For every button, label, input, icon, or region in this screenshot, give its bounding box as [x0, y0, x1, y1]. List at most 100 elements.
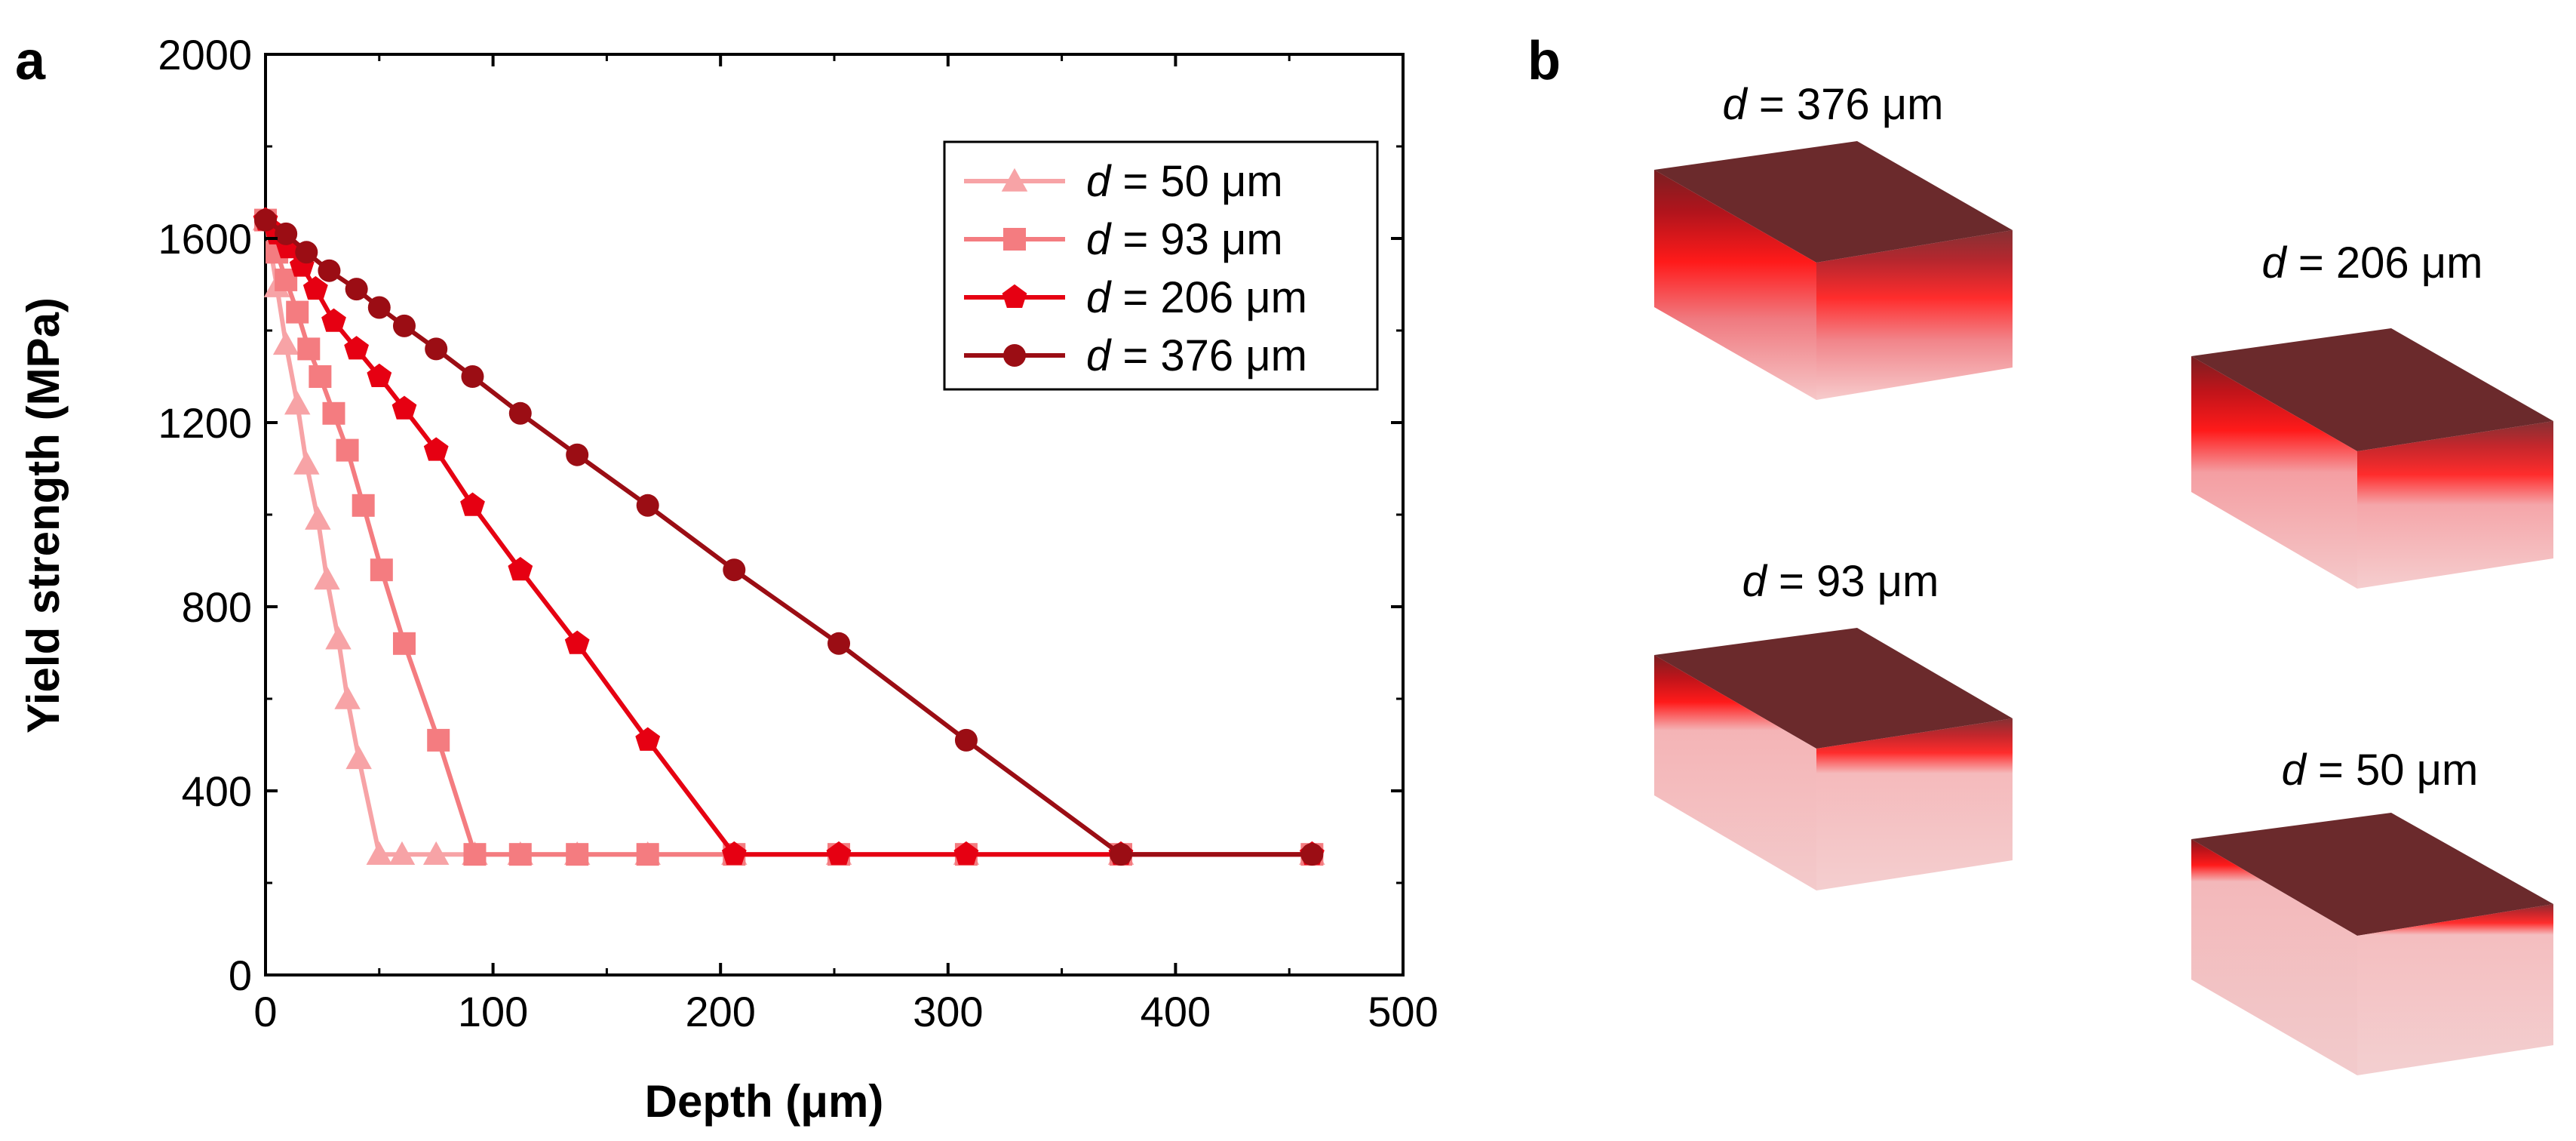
data-point [392, 314, 416, 337]
data-point [352, 494, 375, 517]
x-axis-title: Depth (μm) [645, 1076, 884, 1127]
block-top-face [1654, 141, 2013, 263]
block-50: d = 50 μm [2191, 746, 2553, 1075]
panel-b-label: b [1527, 31, 1561, 91]
block-front-face [1654, 170, 1816, 400]
data-point [314, 566, 340, 590]
data-point [284, 391, 311, 415]
data-point [427, 728, 450, 752]
data-point [275, 222, 298, 245]
block-label-50: d = 50 μm [2282, 746, 2479, 795]
block-side-face [2357, 421, 2553, 589]
data-point [566, 443, 589, 466]
legend-var: d [1086, 215, 1112, 264]
block-label-206: d = 206 μm [2262, 238, 2483, 288]
legend-label: d = 376 μm [1086, 331, 1307, 380]
x-tick-label: 0 [253, 988, 277, 1035]
legend-marker [1001, 168, 1028, 192]
block-top-face [1654, 628, 2013, 749]
legend-label: d = 206 μm [1086, 273, 1307, 322]
block-front-face [2191, 356, 2357, 589]
data-point [1300, 843, 1324, 866]
data-point [367, 296, 391, 319]
data-point [388, 841, 416, 865]
legend-var: d [1086, 331, 1112, 380]
x-tick-label: 500 [1368, 988, 1438, 1035]
x-tick-label: 400 [1141, 988, 1211, 1035]
y-tick-label: 800 [182, 583, 252, 631]
data-point [566, 843, 589, 866]
legend-value: = 206 μm [1110, 273, 1307, 322]
legend-item: d = 376 μm [964, 331, 1307, 380]
y-tick-label: 0 [229, 952, 252, 999]
data-point [635, 727, 661, 751]
data-point [272, 331, 299, 355]
legend-marker [1003, 344, 1026, 367]
data-point [305, 506, 331, 530]
data-point [370, 558, 393, 582]
x-tick-label: 200 [685, 988, 755, 1035]
data-point [297, 337, 321, 361]
data-point [345, 746, 372, 770]
block-front-face [2191, 839, 2357, 1075]
data-point [460, 492, 485, 516]
legend: d = 50 μmd = 93 μmd = 206 μmd = 376 μm [943, 140, 1379, 391]
legend-var: d [1086, 273, 1112, 322]
data-point [422, 841, 450, 865]
data-point [425, 337, 448, 361]
y-axis-title: Yield strength (MPa) [18, 297, 69, 734]
data-point [953, 841, 979, 866]
data-point [463, 843, 487, 866]
legend-marker [1002, 284, 1027, 308]
data-point [954, 728, 978, 752]
block-label-93: d = 93 μm [1742, 557, 1939, 606]
block-376: d = 376 μm [1654, 80, 2013, 400]
data-point [1110, 843, 1133, 866]
legend-value: = 376 μm [1110, 331, 1307, 380]
block-93: d = 93 μm [1654, 557, 2013, 890]
data-point [721, 841, 747, 866]
data-point [392, 632, 416, 655]
y-tick-label: 1200 [158, 399, 252, 447]
legend-var: d [1086, 157, 1112, 206]
data-point [302, 275, 328, 300]
data-point [325, 626, 352, 650]
data-point [508, 843, 532, 866]
data-point [827, 632, 851, 655]
data-point [564, 630, 590, 654]
block-front-face [1654, 655, 1816, 890]
data-point [345, 278, 368, 301]
data-point [723, 558, 746, 582]
data-point [461, 365, 484, 388]
legend-item: d = 93 μm [964, 215, 1283, 264]
data-point [367, 363, 392, 387]
y-tick-label: 400 [182, 767, 252, 815]
data-point [318, 259, 341, 282]
data-point [508, 557, 533, 581]
data-point [391, 395, 417, 420]
series-layer [252, 207, 1325, 866]
data-point [423, 437, 449, 461]
x-tick-label: 100 [458, 988, 528, 1035]
panel-a-label: a [15, 31, 46, 91]
legend-label: d = 93 μm [1086, 215, 1283, 264]
data-point [322, 401, 345, 425]
block-206: d = 206 μm [2191, 238, 2553, 589]
data-point [286, 300, 309, 324]
y-tick-label: 2000 [158, 31, 252, 78]
data-point [636, 494, 659, 517]
block-side-face [1816, 718, 2013, 890]
block-label-376: d = 376 μm [1723, 80, 1944, 129]
data-point [366, 841, 393, 865]
legend-marker [1003, 228, 1026, 251]
legend-item: d = 206 μm [964, 273, 1307, 322]
data-point [309, 365, 332, 388]
x-tick-label: 300 [913, 988, 983, 1035]
data-point [321, 308, 346, 332]
data-point [295, 241, 318, 264]
data-point [508, 401, 532, 425]
data-point [636, 843, 659, 866]
data-point [336, 438, 359, 462]
block-top-face [2191, 813, 2553, 936]
